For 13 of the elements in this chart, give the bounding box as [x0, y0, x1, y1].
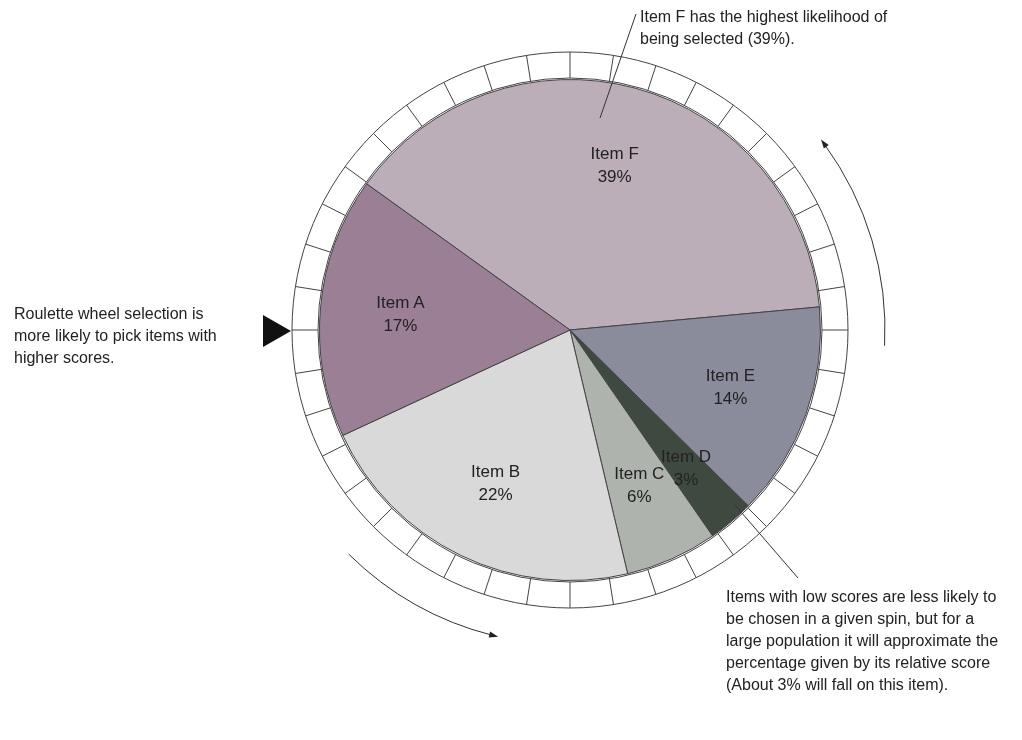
data-label: 39% — [597, 167, 632, 187]
data-label: 14% — [713, 389, 748, 408]
slice-label: Item F — [590, 144, 639, 164]
text: Item F has the highest likelihood of being selected (39%). — [640, 7, 889, 49]
text: Items with low scores are less likely to be chosen in a given spin, but for a large population it will approximate the percentage given by its relative score (About 3% will fall on this item). — [726, 587, 1000, 695]
data-label: 17% — [383, 315, 418, 335]
slice-label: Item C — [614, 464, 665, 484]
data-label: 22% — [478, 484, 513, 504]
slice-label: Item A — [376, 292, 426, 312]
data-label: 6% — [627, 487, 652, 507]
slice-label: Item B — [471, 461, 521, 481]
text: Roulette wheel selection is more likely to pick items with higher scores. — [14, 304, 218, 368]
slice-label: Item E — [705, 366, 755, 385]
